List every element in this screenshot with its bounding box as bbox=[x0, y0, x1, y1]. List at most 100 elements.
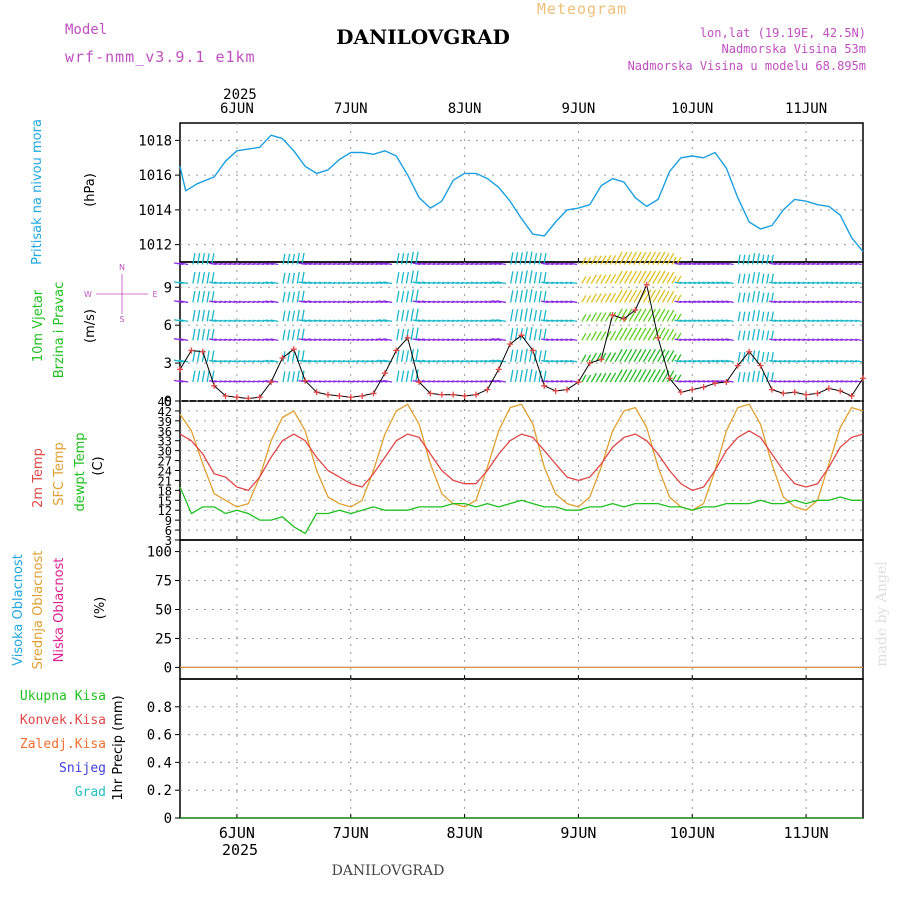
wind-barb bbox=[375, 262, 383, 266]
wind-barb bbox=[711, 262, 720, 266]
wind-barb bbox=[581, 354, 587, 363]
wind-barb bbox=[840, 380, 848, 383]
wind-barb bbox=[545, 380, 554, 383]
wind-barb bbox=[206, 253, 210, 265]
wind-barb bbox=[688, 300, 696, 304]
wind-barb bbox=[540, 359, 549, 363]
wind-speed-marker bbox=[564, 386, 571, 393]
wind-speed-marker bbox=[188, 347, 195, 354]
wind-barb bbox=[802, 281, 810, 285]
wind-barb bbox=[484, 262, 492, 266]
wind-barb bbox=[201, 252, 206, 265]
wind-barb bbox=[600, 255, 607, 265]
wind-speed-marker bbox=[632, 307, 639, 314]
wind-barb bbox=[432, 338, 440, 341]
wind-barb bbox=[707, 319, 715, 323]
wind-barb bbox=[400, 309, 405, 322]
wind-barb bbox=[604, 273, 612, 284]
wind-barb bbox=[301, 370, 305, 383]
wind-barb bbox=[248, 281, 255, 285]
wind-barb bbox=[265, 281, 274, 285]
wind-speed-marker bbox=[768, 386, 775, 393]
wind-barb bbox=[807, 281, 815, 285]
wind-barb bbox=[565, 262, 573, 266]
wind-barb bbox=[555, 281, 563, 285]
wind-barb bbox=[461, 338, 469, 341]
wind-speed-marker bbox=[199, 348, 206, 355]
wind-speed-marker bbox=[780, 390, 787, 397]
wind-speed-marker bbox=[177, 366, 183, 373]
top-date-label: 10JUN bbox=[671, 101, 713, 117]
wind-barb bbox=[614, 289, 623, 303]
wind-barb bbox=[282, 291, 286, 303]
wind-barb bbox=[371, 281, 378, 285]
wind-barb bbox=[178, 338, 189, 341]
wind-barb bbox=[652, 369, 661, 383]
wind-barb bbox=[793, 359, 801, 363]
wind-barb bbox=[229, 380, 236, 383]
wind-barb bbox=[342, 262, 350, 266]
wind-barb bbox=[850, 281, 858, 285]
wind-barb bbox=[461, 281, 469, 285]
wind-barb bbox=[437, 319, 445, 323]
wind-barb bbox=[201, 271, 206, 284]
wind-barb bbox=[296, 252, 300, 265]
wind-barb bbox=[318, 319, 326, 323]
wind-barb bbox=[788, 281, 796, 285]
wind-barb bbox=[642, 289, 652, 303]
wind-barb bbox=[213, 380, 222, 383]
wind-barb bbox=[555, 338, 563, 341]
wind-barb bbox=[683, 300, 692, 304]
wind-barb bbox=[510, 290, 514, 303]
wind-barb bbox=[211, 328, 215, 341]
wind-barb bbox=[484, 359, 492, 363]
wind-barb bbox=[657, 289, 666, 303]
wind-barb bbox=[470, 319, 478, 323]
wind-barb bbox=[647, 270, 656, 284]
wind-barb bbox=[550, 281, 559, 285]
wind-barb bbox=[197, 370, 201, 383]
wind-barb bbox=[229, 338, 236, 341]
wind-barb bbox=[287, 291, 291, 303]
wind-barb bbox=[338, 300, 345, 304]
wind-barb bbox=[529, 368, 533, 383]
wind-barb bbox=[697, 300, 706, 304]
wind-barb bbox=[679, 359, 687, 363]
wind-barb bbox=[797, 319, 805, 323]
wind-barb bbox=[716, 300, 725, 304]
wind-barb bbox=[747, 330, 751, 341]
wind-barb bbox=[318, 380, 326, 383]
wind-barb bbox=[432, 319, 440, 323]
wind-speed-marker bbox=[848, 392, 855, 399]
wind-barb bbox=[342, 281, 350, 285]
wind-barb bbox=[855, 281, 862, 285]
wind-speed-marker bbox=[279, 355, 286, 362]
wind-barb bbox=[560, 338, 568, 341]
wind-barb bbox=[688, 262, 696, 266]
wind-barb bbox=[347, 319, 355, 323]
wind-barb bbox=[489, 338, 497, 341]
wind-barb bbox=[707, 359, 715, 363]
bottom-year-label: 2025 bbox=[222, 841, 258, 859]
wind-barb bbox=[282, 253, 286, 265]
wind-barb bbox=[604, 255, 612, 265]
wind-barb bbox=[447, 360, 454, 363]
wind-barb bbox=[716, 338, 725, 341]
meteogram-label: Meteogram bbox=[537, 0, 627, 18]
wind-barb bbox=[238, 380, 246, 383]
top-date-label: 9JUN bbox=[562, 101, 596, 117]
wind-barb bbox=[296, 290, 300, 303]
wind-barb bbox=[371, 262, 378, 266]
y-tick-label: 50 bbox=[155, 603, 172, 619]
wind-barb bbox=[219, 300, 227, 304]
wind-speed-marker bbox=[586, 360, 593, 367]
wind-barb bbox=[519, 369, 523, 383]
wind-barb bbox=[816, 359, 824, 363]
wind-barb bbox=[657, 349, 666, 363]
wind-barb bbox=[427, 338, 435, 341]
wind-barb bbox=[756, 328, 760, 341]
wind-barb bbox=[412, 281, 421, 285]
wind-barb bbox=[674, 380, 682, 383]
wind-barb bbox=[797, 281, 805, 285]
wind-barb bbox=[793, 281, 801, 285]
